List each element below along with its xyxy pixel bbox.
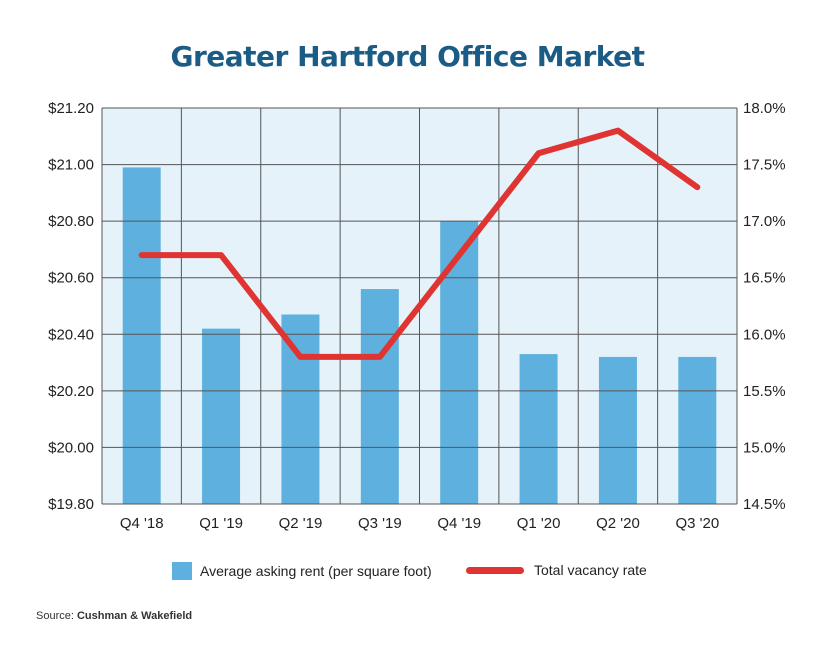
y-right-tick-label: 17.0% [743,213,786,230]
x-tick-label: Q4 '18 [120,515,164,532]
x-tick-label: Q1 '19 [199,515,243,532]
y-right-tick-label: 17.5% [743,157,786,174]
x-tick-label: Q2 '20 [596,515,640,532]
bar [122,167,161,504]
y-right-tick-label: 15.5% [743,383,786,400]
legend-label-bar: Average asking rent (per square foot) [200,563,432,579]
x-tick-label: Q3 '19 [358,515,402,532]
series-line [138,127,701,360]
legend-label-line: Total vacancy rate [534,562,647,578]
x-tick-label: Q4 '19 [437,515,481,532]
x-tick-label: Q3 '20 [675,515,719,532]
y-left-tick-label: $20.00 [48,439,94,456]
source-prefix: Source: [36,610,74,622]
x-tick-label: Q1 '20 [517,515,561,532]
y-right-tick-label: 18.0% [743,100,786,117]
legend-swatch-line [466,566,524,574]
bar [440,221,479,504]
y-left-tick-label: $20.20 [48,383,94,400]
y-left-tick-label: $21.00 [48,157,94,174]
bar [360,289,399,504]
bar [281,314,320,504]
source-name: Cushman & Wakefield [76,610,193,622]
y-left-tick-label: $20.80 [48,213,94,230]
y-left-tick-label: $20.60 [48,270,94,287]
y-left-tick-label: $20.40 [48,326,94,343]
y-right-tick-label: 16.5% [743,270,786,287]
bar [678,356,717,504]
legend-item-bar: Average asking rent (per square foot) [172,562,432,580]
x-tick-label: Q2 '19 [279,515,323,532]
legend-item-line: Total vacancy rate [466,562,647,578]
y-right-tick-label: 15.0% [743,439,786,456]
source-note: Source: Cushman & Wakefield [36,610,192,622]
y-right-tick-label: 14.5% [743,496,786,513]
y-right-tick-label: 16.0% [743,326,786,343]
y-left-tick-label: $21.20 [48,100,94,117]
y-left-tick-label: $19.80 [48,496,94,513]
bar [598,356,637,504]
chart-title: Greater Hartford Office Market [170,40,645,73]
bar [519,354,558,504]
bar [202,328,241,504]
legend-swatch-bar [172,562,192,580]
